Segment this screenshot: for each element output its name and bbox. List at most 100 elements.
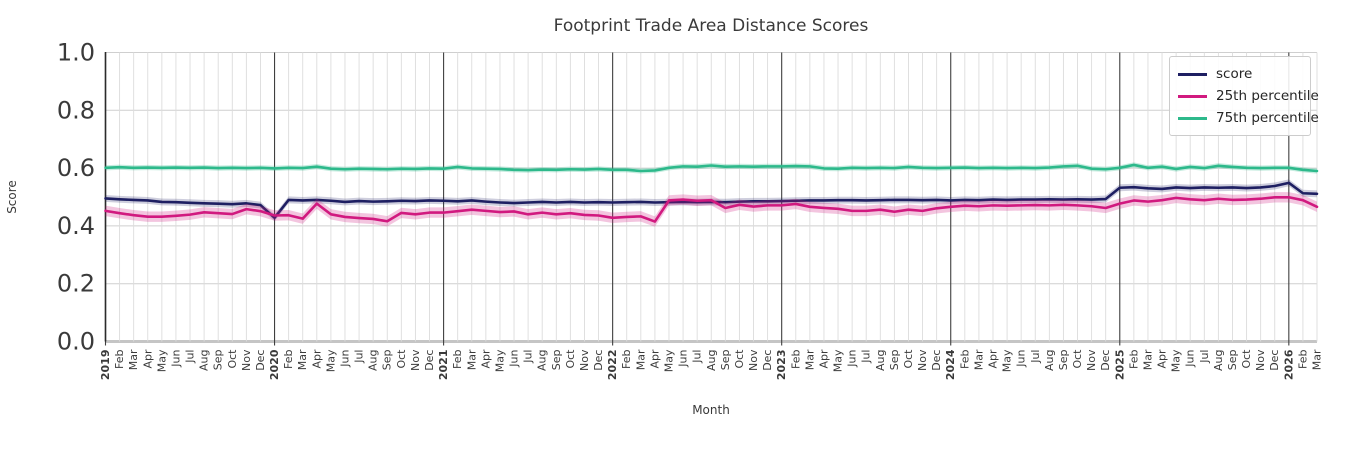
x-tick-label-month: Dec — [592, 350, 605, 371]
x-tick-label-month: Feb — [789, 349, 802, 368]
x-tick-label-month: Apr — [986, 349, 999, 369]
y-tick-label: 0.8 — [57, 96, 95, 124]
legend-item-score: score — [1178, 63, 1302, 85]
x-axis-label: Month — [692, 403, 730, 417]
y-axis-label: Score — [5, 180, 19, 214]
confidence-band — [105, 192, 1317, 227]
x-tick-label-month: Jun — [508, 349, 521, 367]
x-tick-label-month: Aug — [705, 350, 718, 371]
y-tick-label: 1.0 — [57, 39, 95, 67]
x-tick-label-month: Mar — [127, 349, 140, 370]
x-tick-label-month: Mar — [296, 349, 309, 370]
x-tick-label-month: Jun — [677, 349, 690, 367]
x-tick-label-month: Jul — [860, 350, 873, 364]
y-tick-labels: 0.0 0.2 0.4 0.6 0.8 1.0 — [57, 39, 95, 356]
x-tick-label-month: Feb — [1127, 349, 1140, 368]
x-tick-label-month: Feb — [1296, 349, 1309, 368]
x-tick-label-month: Oct — [1240, 349, 1253, 369]
x-tick-label-month: Sep — [381, 349, 394, 370]
x-tick-label-month: Jul — [184, 350, 197, 364]
x-tick-label-month: Sep — [550, 349, 563, 370]
x-tick-label-month: Nov — [240, 349, 253, 371]
x-tick-label-month: Nov — [916, 349, 929, 371]
x-tick-label-month: Oct — [733, 349, 746, 369]
legend: score 25th percentile 75th percentile — [1169, 56, 1319, 136]
legend-item-75th-percentile: 75th percentile — [1178, 107, 1319, 129]
x-tick-label-month: Oct — [395, 349, 408, 369]
y-tick-label: 0.2 — [57, 270, 95, 298]
x-tick-label-month: Jul — [1029, 350, 1042, 364]
x-tick-label-month: Oct — [1071, 349, 1084, 369]
x-tick-label-month: May — [662, 349, 675, 372]
x-tick-label-year: 2022 — [606, 350, 619, 381]
legend-label: 25th percentile — [1216, 88, 1319, 104]
x-tick-label-month: Nov — [747, 349, 760, 371]
x-tick-label-year: 2023 — [775, 350, 788, 381]
x-tick-label-month: Jun — [169, 349, 182, 367]
x-tick-label-month: Dec — [423, 350, 436, 371]
x-tick-label-month: Apr — [1156, 349, 1169, 369]
x-tick-label-month: Oct — [226, 349, 239, 369]
x-tick-label-year: 2025 — [1113, 350, 1126, 381]
x-tick-label-year: 2019 — [99, 350, 112, 381]
x-tick-label-month: Aug — [536, 350, 549, 371]
x-tick-label-month: Apr — [310, 349, 323, 369]
x-tick-label-month: Jun — [338, 349, 351, 367]
x-tick-label-month: Jun — [846, 349, 859, 367]
x-tick-label-month: Feb — [958, 349, 971, 368]
x-tick-label-month: May — [1170, 349, 1183, 372]
x-tick-label-month: Aug — [198, 350, 211, 371]
x-tick-label-month: Sep — [719, 349, 732, 370]
x-tick-label-month: Nov — [409, 349, 422, 371]
y-tick-label: 0.0 — [57, 328, 95, 356]
x-tick-label-month: May — [832, 349, 845, 372]
x-tick-label-month: Nov — [1085, 349, 1098, 371]
series-line — [104, 163, 1319, 173]
x-tick-label-month: Sep — [888, 349, 901, 370]
x-tick-label-month: Feb — [451, 349, 464, 368]
chart-title: Footprint Trade Area Distance Scores — [553, 16, 869, 36]
x-tick-label-month: Aug — [874, 350, 887, 371]
x-tick-label-month: Mar — [1141, 349, 1154, 370]
x-tick-label-month: Dec — [761, 350, 774, 371]
x-tick-label-month: Jun — [1184, 349, 1197, 367]
x-tick-label-month: Jul — [691, 350, 704, 364]
x-tick-label-month: Aug — [367, 350, 380, 371]
x-tick-label-month: Mar — [634, 349, 647, 370]
x-tick-label-month: Jul — [522, 350, 535, 364]
x-tick-label-month: Aug — [1212, 350, 1225, 371]
legend-line-swatch — [1178, 116, 1207, 120]
x-tick-label-month: Apr — [141, 349, 154, 369]
x-tick-label-month: Jul — [1198, 350, 1211, 364]
x-tick-label-month: Oct — [902, 349, 915, 369]
legend-line-swatch — [1178, 72, 1207, 76]
x-tick-label-year: 2021 — [437, 350, 450, 381]
x-tick-label-month: Nov — [578, 349, 591, 371]
x-tick-label-month: Apr — [817, 349, 830, 369]
x-tick-label-month: Dec — [930, 350, 943, 371]
x-tick-label-month: Apr — [648, 349, 661, 369]
x-tick-label-month: Apr — [479, 349, 492, 369]
x-tick-labels: 2019 Feb Mar Apr May Jun Jul Aug Sep Oct Nov Dec 202… — [99, 349, 1324, 380]
y-tick-label: 0.6 — [57, 154, 95, 182]
x-tick-label-month: May — [324, 349, 337, 372]
x-tick-label-month: Feb — [113, 349, 126, 368]
x-tick-label-month: Sep — [212, 349, 225, 370]
x-tick-label-month: May — [155, 349, 168, 372]
legend-line-swatch — [1178, 94, 1207, 98]
series-75th-percentile — [104, 162, 1319, 174]
x-gridlines — [104, 52, 1318, 346]
x-tick-label-year: 2024 — [944, 349, 957, 380]
x-tick-label-month: Nov — [1254, 349, 1267, 371]
x-tick-label-month: Mar — [465, 349, 478, 370]
series-25th-percentile — [104, 192, 1319, 227]
legend-item-25th-percentile: 25th percentile — [1178, 85, 1319, 107]
x-tick-label-month: Mar — [803, 349, 816, 370]
x-tick-label-month: Feb — [620, 349, 633, 368]
legend-label: 75th percentile — [1216, 110, 1319, 126]
x-tick-label-month: Dec — [254, 350, 267, 371]
x-tick-label-month: Oct — [564, 349, 577, 369]
x-tick-label-month: Mar — [972, 349, 985, 370]
